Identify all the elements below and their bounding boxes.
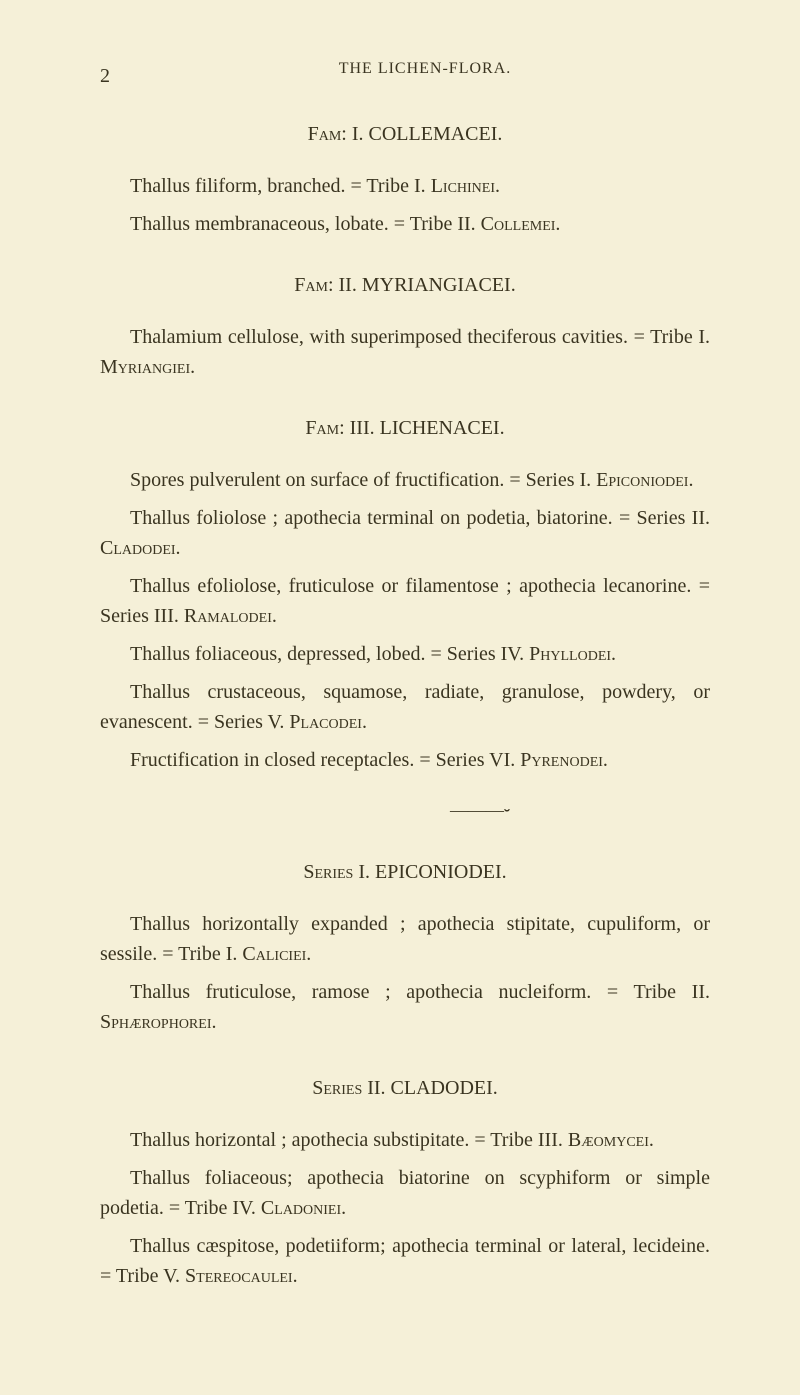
fam-3-heading: Fam: III. LICHENACEI.	[100, 417, 710, 440]
series-2-p1a: Thallus horizontal ; apothecia substipit…	[130, 1129, 568, 1151]
series-2-p3b: Stereocaulei.	[185, 1265, 298, 1287]
page-number: 2	[100, 65, 110, 88]
running-header: THE LICHEN-FLORA.	[100, 60, 710, 78]
fam-3-p3: Thallus efoliolose, fruticulose or filam…	[100, 571, 710, 631]
series-1-p1b: Caliciei.	[242, 943, 311, 965]
series-1-p2: Thallus fruticulose, ramose ; apothecia …	[100, 977, 710, 1037]
series-2-heading-text: Series II. CLADODEI.	[312, 1077, 498, 1099]
fam-3-p1: Spores pulverulent on surface of fructif…	[100, 465, 710, 495]
fam-3-p6b: Pyrenodei.	[520, 749, 608, 771]
series-1-heading-text: Series I. EPICONIODEI.	[303, 861, 506, 883]
series-1-p1a: Thallus horizontally expanded ; apotheci…	[100, 913, 710, 965]
fam-1-line-1: Thallus filiform, branched. = Tribe I. L…	[100, 171, 710, 201]
fam-1-line-1a: Thallus filiform, branched. = Tribe I.	[130, 175, 431, 197]
fam-3-p2: Thallus foliolose ; apothecia terminal o…	[100, 503, 710, 563]
fam-3-p5b: Placodei.	[289, 711, 367, 733]
fam-3-p5a: Thallus crustaceous, squamose, radiate, …	[100, 681, 710, 733]
fam-2-line-1: Thalamium cellulose, with superimposed t…	[100, 322, 710, 382]
series-1-p2a: Thallus fruticulose, ramose ; apothecia …	[130, 981, 710, 1003]
fam-2-line-1a: Thalamium cellulose, with superimposed t…	[130, 326, 710, 348]
series-1-p1: Thallus horizontally expanded ; apotheci…	[100, 909, 710, 969]
series-2-p1: Thallus horizontal ; apothecia substipit…	[100, 1125, 710, 1155]
fam-3-p1b: Epiconiodei.	[596, 469, 693, 491]
series-2-p1b: Bæomycei.	[568, 1129, 654, 1151]
series-2-p2a: Thallus foliaceous; apothecia biatorine …	[100, 1167, 710, 1219]
series-2-p2: Thallus foliaceous; apothecia biatorine …	[100, 1163, 710, 1223]
fam-3-p1a: Spores pulverulent on surface of fructif…	[130, 469, 596, 491]
fam-1-heading: Fam: I. COLLEMACEI.	[100, 123, 710, 146]
fam-1-line-2a: Thallus membranaceous, lobate. = Tribe I…	[130, 213, 481, 235]
fam-3-p2a: Thallus foliolose ; apothecia terminal o…	[130, 507, 710, 529]
fam-3-p6a: Fructification in closed receptacles. = …	[130, 749, 520, 771]
series-2-p2b: Cladoniei.	[261, 1197, 346, 1219]
fam-3-p3b: Ramalodei.	[184, 605, 277, 627]
fam-3-p4b: Phyllodei.	[529, 643, 616, 665]
divider: ———⏑	[100, 800, 710, 821]
fam-3-p6: Fructification in closed receptacles. = …	[100, 745, 710, 775]
fam-2-heading-text: Fam: II. MYRIANGIACEI.	[294, 274, 515, 296]
fam-3-p2b: Cladodei.	[100, 537, 181, 559]
series-2-heading: Series II. CLADODEI.	[100, 1077, 710, 1100]
fam-3-p4: Thallus foliaceous, depressed, lobed. = …	[100, 639, 710, 669]
series-2-p3: Thallus cæspitose, podetiiform; apotheci…	[100, 1231, 710, 1291]
fam-2-heading: Fam: II. MYRIANGIACEI.	[100, 274, 710, 297]
fam-3-heading-text: Fam: III. LICHENACEI.	[305, 417, 504, 439]
fam-1-line-2b: Collemei.	[481, 213, 561, 235]
fam-1-heading-text: Fam: I. COLLEMACEI.	[308, 123, 503, 145]
fam-3-p5: Thallus crustaceous, squamose, radiate, …	[100, 677, 710, 737]
fam-1-line-1b: Lichinei.	[431, 175, 500, 197]
fam-1-line-2: Thallus membranaceous, lobate. = Tribe I…	[100, 209, 710, 239]
series-1-heading: Series I. EPICONIODEI.	[100, 861, 710, 884]
series-1-p2b: Sphærophorei.	[100, 1011, 216, 1033]
fam-3-p4a: Thallus foliaceous, depressed, lobed. = …	[130, 643, 529, 665]
fam-2-line-1b: Myriangiei.	[100, 356, 195, 378]
